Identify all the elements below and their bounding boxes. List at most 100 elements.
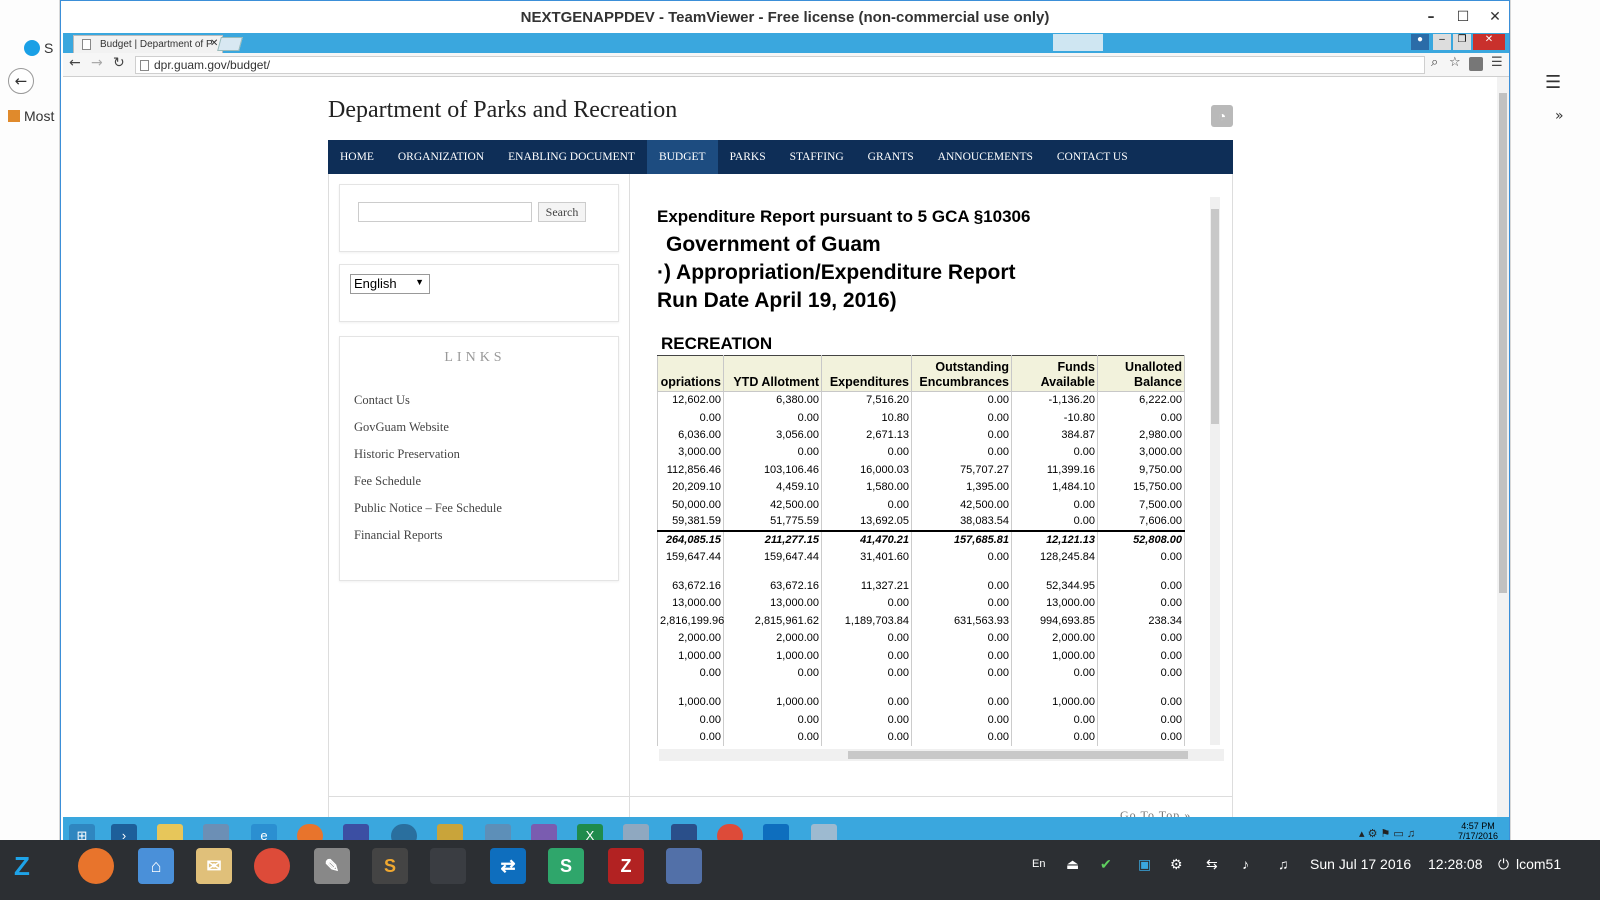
rss-icon[interactable]: ◔ bbox=[1211, 105, 1233, 127]
link-public-notice[interactable]: Public Notice – Fee Schedule bbox=[354, 501, 502, 515]
forward-icon[interactable]: → bbox=[91, 55, 103, 71]
link-govguam-website[interactable]: GovGuam Website bbox=[354, 420, 449, 434]
back-icon[interactable]: ← bbox=[69, 55, 81, 71]
nav-organization[interactable]: ORGANIZATION bbox=[397, 151, 485, 163]
slack-icon[interactable]: S bbox=[548, 848, 584, 884]
eject-icon[interactable]: ⏏ bbox=[1066, 856, 1080, 872]
table-cell: 238.34 bbox=[1097, 612, 1185, 630]
browser-tab[interactable]: Budget | Department of P ✕ bbox=[73, 35, 223, 53]
teamviewer-toolbar-handle[interactable] bbox=[1053, 34, 1103, 51]
nav-budget[interactable]: BUDGET bbox=[646, 140, 718, 174]
page-scroll-thumb[interactable] bbox=[1499, 93, 1507, 593]
mail-icon[interactable]: ✉ bbox=[196, 848, 232, 884]
go-to-top-link[interactable]: Go To Top » bbox=[1120, 808, 1192, 817]
table-cell: 0.00 bbox=[1097, 646, 1185, 665]
nav-enabling-document[interactable]: ENABLING DOCUMENT bbox=[508, 151, 635, 163]
link-financial-reports[interactable]: Financial Reports bbox=[354, 528, 443, 542]
sync-icon[interactable]: ⇆ bbox=[1206, 856, 1218, 872]
remote-close-icon[interactable]: ✕ bbox=[1473, 34, 1505, 50]
report-heading-1: Expenditure Report pursuant to 5 GCA §10… bbox=[657, 207, 1031, 226]
table-cell: 0.00 bbox=[723, 711, 822, 729]
main-nav: HOME ORGANIZATION ENABLING DOCUMENT BUDG… bbox=[328, 140, 1233, 174]
search-input[interactable] bbox=[358, 202, 532, 222]
user-name[interactable]: lcom51 bbox=[1516, 856, 1562, 872]
table-cell: 0.00 bbox=[821, 495, 912, 514]
language-select[interactable]: English ▼ bbox=[350, 274, 430, 294]
table-cell: 41,470.21 bbox=[821, 529, 912, 549]
terminal-icon[interactable] bbox=[430, 848, 466, 884]
report-vertical-scrollbar[interactable] bbox=[1210, 197, 1220, 745]
table-cell: 0.00 bbox=[657, 408, 724, 427]
table-cell: 63,672.16 bbox=[723, 577, 822, 595]
star-icon[interactable]: ☆ bbox=[1449, 55, 1461, 70]
chrome-icon[interactable] bbox=[254, 848, 290, 884]
time-label[interactable]: 12:28:08 bbox=[1428, 856, 1483, 872]
site-title[interactable]: Department of Parks and Recreation bbox=[328, 97, 678, 123]
network-tool-icon[interactable] bbox=[666, 848, 702, 884]
maximize-icon[interactable]: ☐ bbox=[1456, 9, 1470, 25]
url-field[interactable]: dpr.guam.gov/budget/ bbox=[135, 56, 1425, 74]
table-spacer-cell bbox=[723, 565, 822, 578]
report-horizontal-scroll-thumb[interactable] bbox=[848, 751, 1188, 759]
zorin-menu-icon[interactable]: Z bbox=[14, 851, 30, 881]
teamviewer-tray-icon[interactable]: ▣ bbox=[1138, 856, 1152, 872]
shield-icon[interactable]: ✔ bbox=[1100, 856, 1112, 872]
link-historic-preservation[interactable]: Historic Preservation bbox=[354, 447, 460, 461]
links-list: Contact Us GovGuam Website Historic Pres… bbox=[354, 393, 502, 555]
close-icon[interactable]: ✕ bbox=[1489, 9, 1501, 25]
report-heading-4: Run Date April 19, 2016) bbox=[657, 289, 897, 312]
teamviewer-icon[interactable]: ⇄ bbox=[490, 848, 526, 884]
zoom-icon[interactable]: ⌕ bbox=[1431, 55, 1439, 70]
browser-menu-icon[interactable]: ☰ bbox=[1491, 55, 1503, 70]
column-divider bbox=[629, 174, 630, 817]
firefox-icon[interactable] bbox=[78, 848, 114, 884]
settings-icon[interactable]: ⚙ bbox=[1170, 856, 1183, 872]
nav-contact-us[interactable]: CONTACT US bbox=[1056, 151, 1128, 163]
nav-parks[interactable]: PARKS bbox=[729, 151, 766, 163]
remote-restore-icon[interactable]: ❐ bbox=[1453, 34, 1471, 50]
col-funds-available: Funds Available bbox=[1011, 355, 1098, 392]
nav-staffing[interactable]: STAFFING bbox=[789, 151, 844, 163]
tab-close-icon[interactable]: ✕ bbox=[210, 38, 219, 49]
extension-icon[interactable] bbox=[1469, 57, 1483, 71]
table-cell: 0.00 bbox=[911, 594, 1012, 613]
table-cell: 1,000.00 bbox=[723, 693, 822, 712]
user-icon[interactable]: ● bbox=[1411, 34, 1429, 50]
power-icon[interactable]: ⏻ bbox=[1498, 856, 1510, 872]
remote-tab-strip: Budget | Department of P ✕ ● – ❐ ✕ bbox=[63, 33, 1509, 53]
text-editor-icon[interactable]: ✎ bbox=[314, 848, 350, 884]
skype-icon[interactable] bbox=[24, 40, 40, 56]
search-button[interactable]: Search bbox=[538, 202, 586, 222]
table-row: 59,381.59 51,775.59 13,692.05 38,083.54 0.00… bbox=[657, 513, 1185, 531]
volume-icon[interactable]: ♫ bbox=[1278, 856, 1289, 872]
nav-home[interactable]: HOME bbox=[340, 151, 374, 163]
table-cell: 31,401.60 bbox=[821, 548, 912, 566]
keyboard-layout[interactable]: En bbox=[1032, 858, 1046, 870]
page-icon bbox=[140, 60, 149, 71]
back-icon[interactable]: ← bbox=[8, 68, 34, 94]
table-cell: 7,500.00 bbox=[1097, 495, 1185, 514]
filezilla-icon[interactable]: Z bbox=[608, 848, 644, 884]
reload-icon[interactable]: ↻ bbox=[113, 55, 125, 71]
col-appropriations: opriations bbox=[657, 355, 724, 392]
remote-clock[interactable]: 4:57 PM 7/17/2016 bbox=[1458, 821, 1498, 841]
table-spacer-cell bbox=[1011, 681, 1098, 694]
bell-icon[interactable]: ♪ bbox=[1242, 856, 1249, 872]
date-label[interactable]: Sun Jul 17 2016 bbox=[1310, 856, 1412, 872]
table-spacer-cell bbox=[1011, 565, 1098, 578]
sublime-icon[interactable]: S bbox=[372, 848, 408, 884]
link-fee-schedule[interactable]: Fee Schedule bbox=[354, 474, 421, 488]
link-contact-us[interactable]: Contact Us bbox=[354, 393, 410, 407]
chevron-right-icon[interactable]: » bbox=[1555, 108, 1564, 124]
table-cell: 13,692.05 bbox=[821, 513, 912, 531]
nav-grants[interactable]: GRANTS bbox=[867, 151, 914, 163]
report-vertical-scroll-thumb[interactable] bbox=[1211, 209, 1219, 424]
new-tab-button[interactable] bbox=[217, 37, 243, 51]
nav-announcements[interactable]: ANNOUCEMENTS bbox=[937, 151, 1033, 163]
tray-icons[interactable]: ▴ ⚙ ⚑ ▭ ♫ bbox=[1359, 828, 1416, 840]
menu-icon[interactable]: ☰ bbox=[1545, 72, 1562, 93]
remote-minimize-icon[interactable]: – bbox=[1433, 34, 1451, 50]
home-folder-icon[interactable]: ⌂ bbox=[138, 848, 174, 884]
minimize-icon[interactable]: – bbox=[1427, 9, 1435, 25]
bookmark-most-visited[interactable]: Most bbox=[24, 108, 55, 124]
